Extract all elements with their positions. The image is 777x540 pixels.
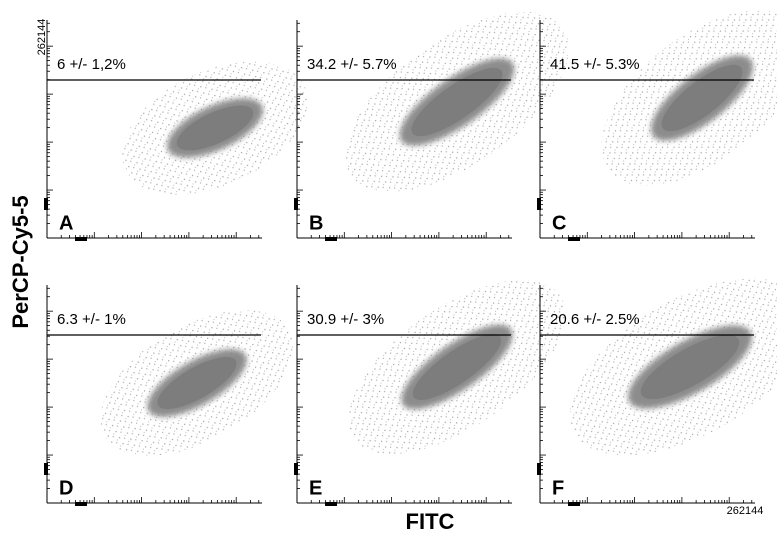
gate-percentage: 41.5 +/- 5.3% bbox=[550, 56, 640, 73]
axis-marker bbox=[44, 463, 48, 475]
gate-percentage: 30.9 +/- 3% bbox=[307, 311, 384, 328]
plot-panel: 6 +/- 1,2% A bbox=[44, 20, 308, 241]
y-max-label: 262144 bbox=[36, 19, 48, 56]
axis-marker bbox=[568, 237, 580, 241]
axis-marker bbox=[325, 502, 337, 506]
panel-letter: C bbox=[552, 212, 566, 234]
panel-letter: B bbox=[309, 212, 323, 234]
panel-letter: D bbox=[59, 477, 73, 499]
scatter-core bbox=[176, 105, 254, 151]
panel-letter: A bbox=[59, 212, 73, 234]
gate-percentage: 20.6 +/- 2.5% bbox=[550, 311, 640, 328]
x-max-label: 262144 bbox=[727, 505, 764, 517]
gate-percentage: 6.3 +/- 1% bbox=[57, 311, 126, 328]
scatter-core bbox=[411, 67, 503, 137]
scatter-core bbox=[412, 333, 502, 401]
y-axis-title: PerCP-Cy5-5 bbox=[8, 195, 33, 328]
gate-percentage: 6 +/- 1,2% bbox=[57, 56, 126, 73]
axis-marker bbox=[537, 463, 541, 475]
plot-panel: 30.9 +/- 3% E bbox=[294, 279, 566, 506]
axis-marker bbox=[294, 463, 298, 475]
axis-marker bbox=[44, 198, 48, 210]
gate-percentage: 34.2 +/- 5.7% bbox=[307, 56, 397, 73]
axis-marker bbox=[75, 502, 87, 506]
scatter-core bbox=[157, 356, 237, 410]
axis-marker bbox=[325, 237, 337, 241]
x-axis-title: FITC bbox=[406, 509, 455, 534]
plot-panel: 6.3 +/- 1% D bbox=[44, 285, 294, 506]
panel-letter: F bbox=[552, 477, 564, 499]
scatter-core bbox=[661, 64, 743, 132]
axis-marker bbox=[75, 237, 87, 241]
axis-marker bbox=[568, 502, 580, 506]
plot-panel: 41.5 +/- 5.3% C bbox=[537, 10, 777, 241]
axis-marker bbox=[537, 198, 541, 210]
scatter-core bbox=[640, 334, 740, 400]
panel-letter: E bbox=[309, 477, 322, 499]
plot-panel: 34.2 +/- 5.7% B bbox=[294, 11, 569, 241]
panels: 6 +/- 1,2% A 34.2 +/- 5.7% B 41.5 +/- 5.3% C 6… bbox=[44, 10, 777, 506]
axis-marker bbox=[294, 198, 298, 210]
plot-panel: 20.6 +/- 2.5% F bbox=[537, 278, 777, 506]
